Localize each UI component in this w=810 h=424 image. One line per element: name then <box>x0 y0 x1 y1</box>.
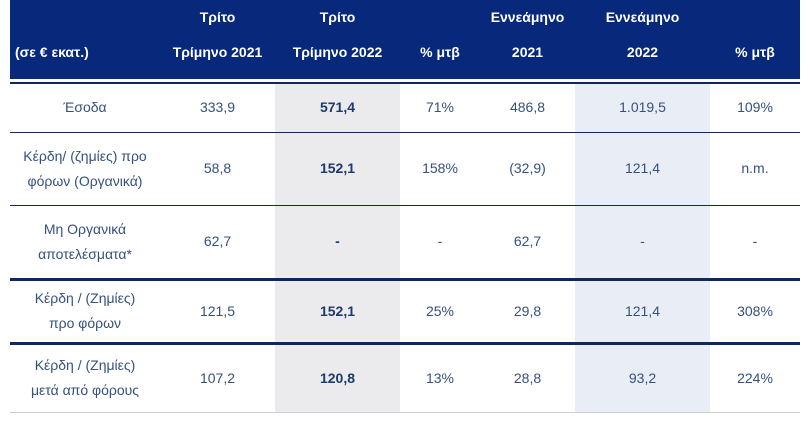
row-label: Μη Οργανικά αποτελέσματα* <box>38 220 132 262</box>
table-row-revenue: Έσοδα 333,9 571,4 71% 486,8 1.019,5 109% <box>10 83 800 132</box>
header-col-9m-2021: Εννεάμηνο 2021 <box>480 0 575 79</box>
cell-pct-change-9m: - <box>752 233 758 249</box>
header-col-pct-change-q: % μτβ <box>400 0 480 79</box>
row-label: Κέρδη / (Ζημίες) προ φόρων <box>34 290 136 331</box>
cell-q3-2021: 58,8 <box>203 160 232 176</box>
cell-q3-2021: 62,7 <box>203 233 232 249</box>
cell-9m-2022: - <box>575 205 710 279</box>
cell-q3-2022: 152,1 <box>275 132 400 205</box>
cell-pct-change-q: 13% <box>425 369 455 386</box>
cell-q3-2022: 571,4 <box>275 83 400 132</box>
cell-pct-change-9m: 224% <box>737 369 773 386</box>
cell-q3-2022: 120,8 <box>275 343 400 412</box>
cell-9m-2022: 121,4 <box>575 132 710 205</box>
table-row-after-tax: Κέρδη / (Ζημίες) μετά από φόρους 107,2 1… <box>10 343 800 412</box>
header-col-q3-2021: Τρίτο Τρίμηνο 2021 <box>160 0 275 79</box>
cell-9m-2021: 486,8 <box>509 99 546 116</box>
cell-pct-change-q: 158% <box>422 160 458 176</box>
row-label: Έσοδα <box>63 99 107 116</box>
financial-results-table: (σε € εκατ.) Τρίτο Τρίμηνο 2021 Τρίτο Τρ… <box>10 0 800 413</box>
cell-pct-change-9m: 109% <box>737 99 773 116</box>
cell-q3-2021: 121,5 <box>199 302 236 319</box>
cell-9m-2021: 62,7 <box>513 233 542 249</box>
cell-pct-change-q: 25% <box>425 302 455 319</box>
cell-pct-change-q: - <box>437 233 443 249</box>
cell-pct-change-q: 71% <box>425 99 455 116</box>
cell-9m-2021: 28,8 <box>513 369 542 386</box>
cell-q3-2021: 107,2 <box>199 369 236 386</box>
header-col-pct-change-9m: % μτβ <box>710 0 800 79</box>
table-row-organic-pretax: Κέρδη/ (ζημίες) προ φόρων (Οργανικά) 58,… <box>10 132 800 205</box>
cell-q3-2022: 152,1 <box>275 279 400 343</box>
table-header: (σε € εκατ.) Τρίτο Τρίμηνο 2021 Τρίτο Τρ… <box>10 0 800 79</box>
header-row: (σε € εκατ.) Τρίτο Τρίμηνο 2021 Τρίτο Τρ… <box>10 0 800 79</box>
table-row-pretax: Κέρδη / (Ζημίες) προ φόρων 121,5 152,1 2… <box>10 279 800 343</box>
header-col-9m-2022: Εννεάμηνο 2022 <box>575 0 710 79</box>
table-row-non-organic: Μη Οργανικά αποτελέσματα* 62,7 - - 62,7 … <box>10 205 800 279</box>
cell-9m-2022: 121,4 <box>575 279 710 343</box>
cell-pct-change-9m: n.m. <box>741 160 769 176</box>
cell-9m-2021: 29,8 <box>513 302 542 319</box>
row-label: Κέρδη/ (ζημίες) προ φόρων (Οργανικά) <box>23 147 147 189</box>
cell-pct-change-9m: 308% <box>737 302 773 319</box>
table-body: Έσοδα 333,9 571,4 71% 486,8 1.019,5 109%… <box>10 82 800 413</box>
cell-q3-2021: 333,9 <box>199 99 236 116</box>
header-col-q3-2022: Τρίτο Τρίμηνο 2022 <box>275 0 400 79</box>
cell-9m-2021: (32,9) <box>509 160 546 176</box>
row-label: Κέρδη / (Ζημίες) μετά από φόρους <box>30 357 140 398</box>
cell-9m-2022: 1.019,5 <box>575 83 710 132</box>
cell-9m-2022: 93,2 <box>575 343 710 412</box>
cell-q3-2022: - <box>275 205 400 279</box>
header-unit-label: (σε € εκατ.) <box>10 0 160 79</box>
